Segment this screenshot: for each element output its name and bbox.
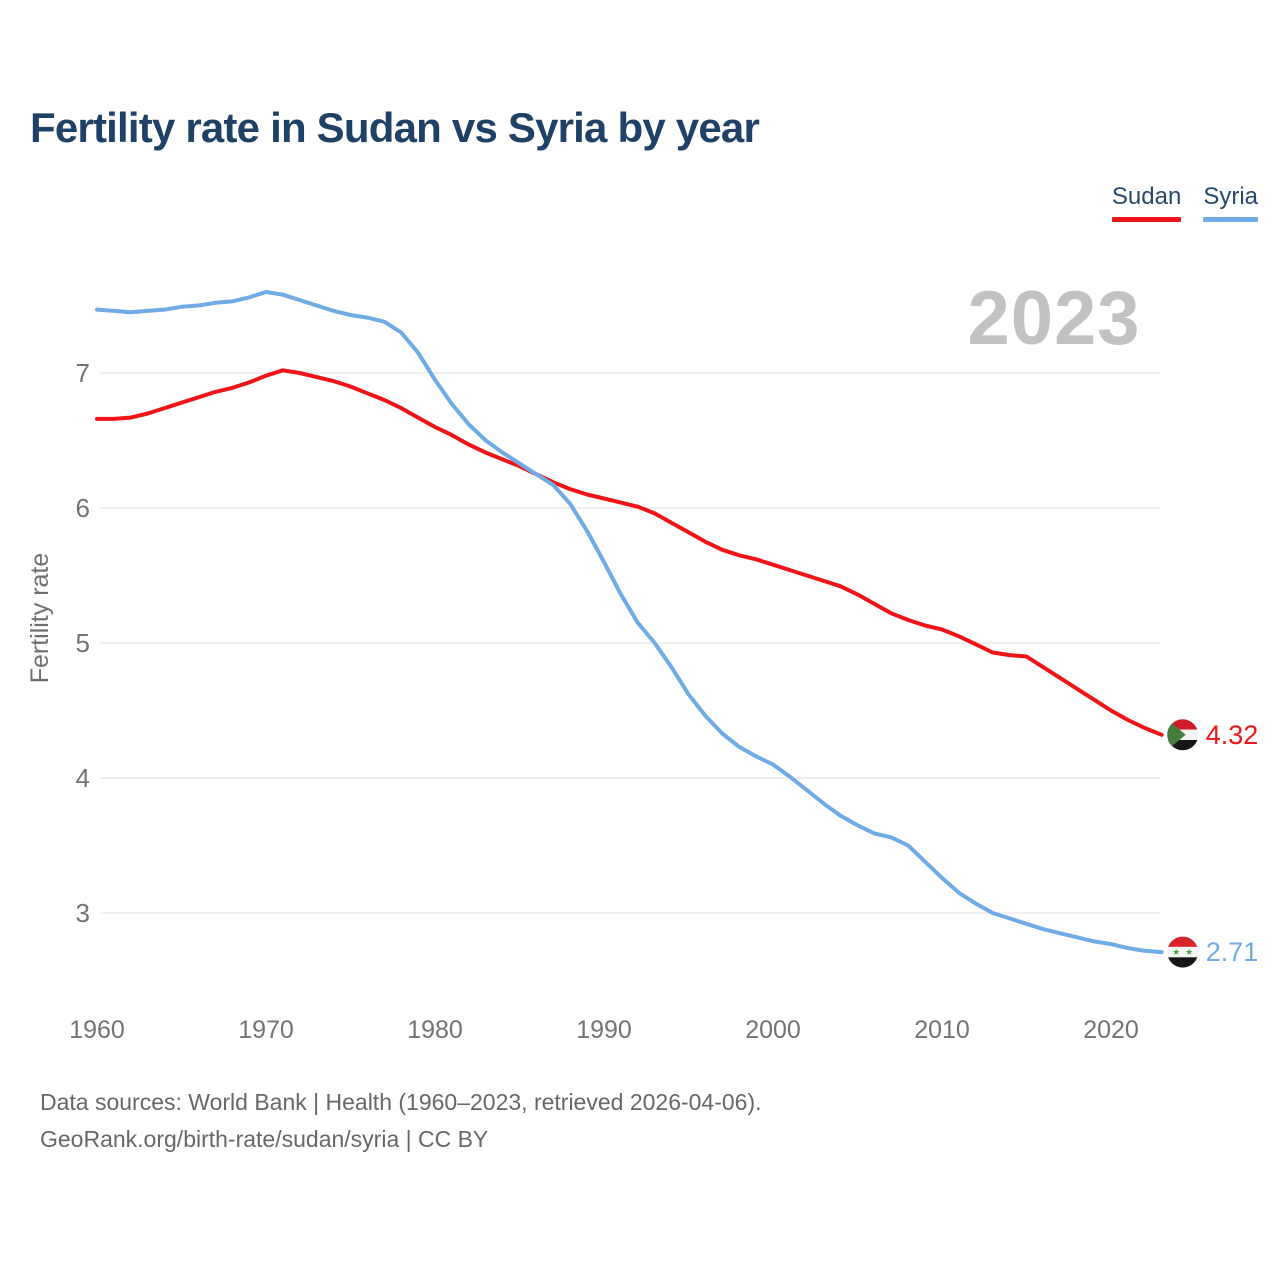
syria-flag-icon [1167, 936, 1199, 968]
x-tick-label-1980: 1980 [407, 1016, 463, 1044]
syria-end-marker: 2.71 [1167, 936, 1259, 968]
y-axis-tick-labels: 7 6 5 4 3 [76, 358, 90, 928]
footer-sources-line: Data sources: World Bank | Health (1960–… [40, 1089, 762, 1115]
year-watermark: 2023 [967, 276, 1140, 361]
y-tick-label-6: 6 [76, 493, 90, 523]
x-tick-label-1970: 1970 [238, 1016, 294, 1044]
gridlines [100, 372, 1160, 914]
y-tick-label-5: 5 [76, 628, 90, 658]
legend-underline-sudan [1111, 217, 1182, 222]
syria-end-value: 2.71 [1206, 937, 1259, 967]
sudan-line[interactable] [95, 368, 1164, 737]
sudan-end-value: 4.32 [1206, 720, 1259, 750]
x-tick-label-2020: 2020 [1083, 1016, 1139, 1044]
legend-label-sudan: Sudan [1111, 183, 1182, 210]
sudan-flag-icon [1167, 719, 1199, 751]
series-lines [95, 290, 1164, 955]
legend-underline-syria [1203, 217, 1258, 222]
legend-item-syria[interactable]: Syria [1203, 183, 1258, 222]
y-tick-label-3: 3 [76, 898, 90, 928]
syria-line[interactable] [95, 290, 1164, 955]
x-axis-tick-labels: 1960 1970 1980 1990 2000 2010 2020 [69, 1016, 1139, 1044]
sudan-end-marker: 4.32 [1167, 719, 1259, 751]
y-axis-label: Fertility rate [26, 553, 54, 684]
x-tick-label-1960: 1960 [69, 1016, 125, 1044]
y-tick-label-4: 4 [76, 763, 90, 793]
x-tick-label-2010: 2010 [914, 1016, 970, 1044]
legend-item-sudan[interactable]: Sudan [1111, 183, 1182, 222]
x-tick-label-2000: 2000 [745, 1016, 801, 1044]
x-tick-label-1990: 1990 [576, 1016, 632, 1044]
legend-label-syria: Syria [1203, 183, 1258, 210]
page-title: Fertility rate in Sudan vs Syria by year [30, 104, 760, 151]
footer-attribution-line: GeoRank.org/birth-rate/sudan/syria | CC … [40, 1126, 489, 1152]
y-tick-label-7: 7 [76, 358, 90, 388]
footer: Data sources: World Bank | Health (1960–… [40, 1084, 762, 1158]
legend: Sudan Syria [1111, 183, 1258, 222]
